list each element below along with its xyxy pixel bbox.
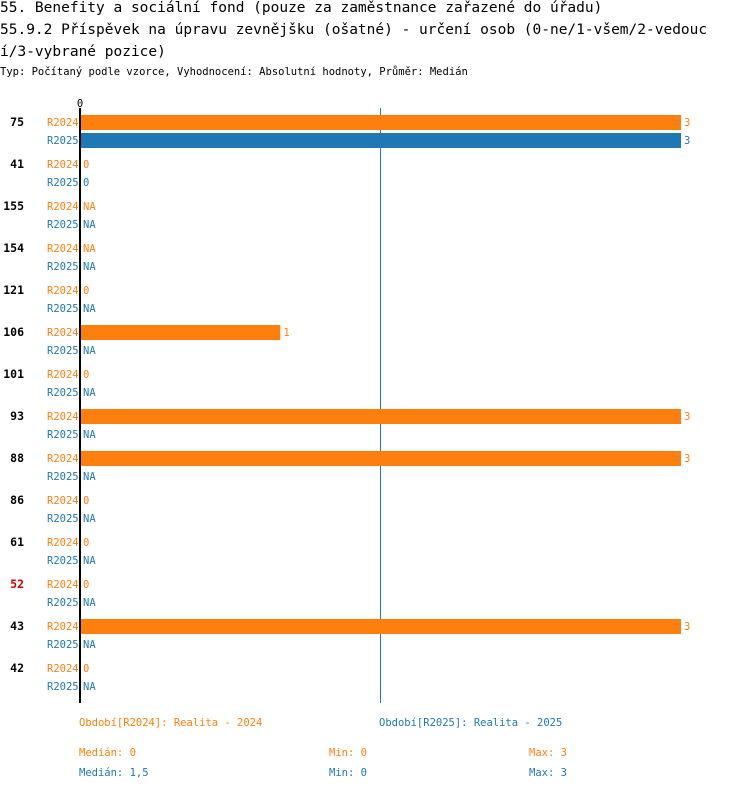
series-label-r2025: R2025 (47, 303, 79, 315)
series-label-r2024: R2024 (47, 369, 79, 381)
bar-chart: 75 R2024 3 R2025 3 41 R2024 0 R2025 0 155 R2024 NA R2… (3, 98, 690, 703)
value-label-r2024: 0 (83, 663, 89, 675)
bar-r2024 (80, 325, 281, 340)
bar-r2024 (80, 619, 681, 634)
value-label-r2025: NA (83, 639, 96, 651)
series-label-r2025: R2025 (47, 387, 79, 399)
series-label-r2025: R2025 (47, 471, 79, 483)
bar-r2024 (80, 409, 681, 424)
series-label-r2025: R2025 (47, 345, 79, 357)
category-label: 41 (10, 157, 24, 171)
series-label-r2024: R2024 (47, 663, 79, 675)
stat-min-2024: Min: 0 (329, 747, 367, 759)
value-label-r2025: NA (83, 219, 96, 231)
value-label-r2024: 3 (684, 621, 690, 633)
category-label: 121 (3, 283, 24, 297)
series-label-r2025: R2025 (47, 513, 79, 525)
series-label-r2024: R2024 (47, 495, 79, 507)
value-label-r2024: NA (83, 243, 96, 255)
series-label-r2024: R2024 (47, 411, 79, 423)
series-label-r2024: R2024 (47, 327, 79, 339)
series-label-r2025: R2025 (47, 219, 79, 231)
value-label-r2025: NA (83, 261, 96, 273)
series-label-r2024: R2024 (47, 453, 79, 465)
value-label-r2024: 3 (684, 411, 690, 423)
value-label-r2025: NA (83, 345, 96, 357)
value-label-r2024: 3 (684, 117, 690, 129)
value-label-r2024: 1 (283, 327, 289, 339)
category-label: 43 (10, 619, 24, 633)
series-label-r2025: R2025 (47, 135, 79, 147)
category-label: 101 (3, 367, 24, 381)
value-label-r2025: NA (83, 681, 96, 693)
category-label: 155 (3, 199, 24, 213)
chart-title-line-2: 55.9.2 Příspěvek na úpravu zevnějšku (oš… (0, 22, 708, 38)
series-label-r2025: R2025 (47, 597, 79, 609)
series-label-r2024: R2024 (47, 537, 79, 549)
category-label: 93 (10, 409, 24, 423)
series-label-r2024: R2024 (47, 621, 79, 633)
stat-median-2024: Medián: 0 (79, 747, 136, 759)
series-label-r2025: R2025 (47, 681, 79, 693)
stat-max-2024: Max: 3 (529, 747, 567, 759)
value-label-r2024: 0 (83, 159, 89, 171)
stat-median-2025: Medián: 1,5 (79, 767, 149, 779)
value-label-r2025: NA (83, 303, 96, 315)
value-label-r2025: NA (83, 597, 96, 609)
series-label-r2024: R2024 (47, 243, 79, 255)
x-axis-tick-label: 0 (77, 98, 83, 110)
value-label-r2025: NA (83, 555, 96, 567)
value-label-r2025: NA (83, 429, 96, 441)
value-label-r2024: 0 (83, 579, 89, 591)
series-label-r2024: R2024 (47, 285, 79, 297)
value-label-r2024: 0 (83, 369, 89, 381)
category-label: 88 (10, 451, 24, 465)
category-label: 61 (10, 535, 24, 549)
series-label-r2025: R2025 (47, 177, 79, 189)
category-label: 52 (10, 577, 24, 591)
category-label: 75 (10, 115, 24, 129)
category-label: 86 (10, 493, 24, 507)
value-label-r2024: 0 (83, 495, 89, 507)
value-label-r2024: NA (83, 201, 96, 213)
series-label-r2025: R2025 (47, 261, 79, 273)
series-label-r2025: R2025 (47, 429, 79, 441)
series-label-r2024: R2024 (47, 159, 79, 171)
series-label-r2025: R2025 (47, 555, 79, 567)
value-label-r2024: 0 (83, 285, 89, 297)
series-label-r2024: R2024 (47, 579, 79, 591)
category-label: 42 (10, 661, 24, 675)
value-label-r2025: 0 (83, 177, 89, 189)
value-label-r2025: NA (83, 513, 96, 525)
stat-min-2025: Min: 0 (329, 767, 367, 779)
value-label-r2025: NA (83, 471, 96, 483)
value-label-r2024: 0 (83, 537, 89, 549)
value-label-r2025: NA (83, 387, 96, 399)
chart-title-line-3: í/3-vybrané pozice) (0, 44, 166, 60)
chart-title-line-1: 55. Benefity a sociální fond (pouze za z… (0, 0, 603, 16)
series-label-r2025: R2025 (47, 639, 79, 651)
legend-period-2025: Období[R2025]: Realita - 2025 (379, 717, 563, 729)
bar-r2025 (80, 133, 681, 148)
series-label-r2024: R2024 (47, 117, 79, 129)
legend-period-2024: Období[R2024]: Realita - 2024 (79, 717, 263, 729)
bar-r2024 (80, 115, 681, 130)
stat-max-2025: Max: 3 (529, 767, 567, 779)
value-label-r2025: 3 (684, 135, 690, 147)
category-label: 154 (3, 241, 24, 255)
series-label-r2024: R2024 (47, 201, 79, 213)
value-label-r2024: 3 (684, 453, 690, 465)
chart-subtitle: Typ: Počítaný podle vzorce, Vyhodnocení:… (0, 66, 468, 78)
bar-r2024 (80, 451, 681, 466)
category-label: 106 (3, 325, 24, 339)
